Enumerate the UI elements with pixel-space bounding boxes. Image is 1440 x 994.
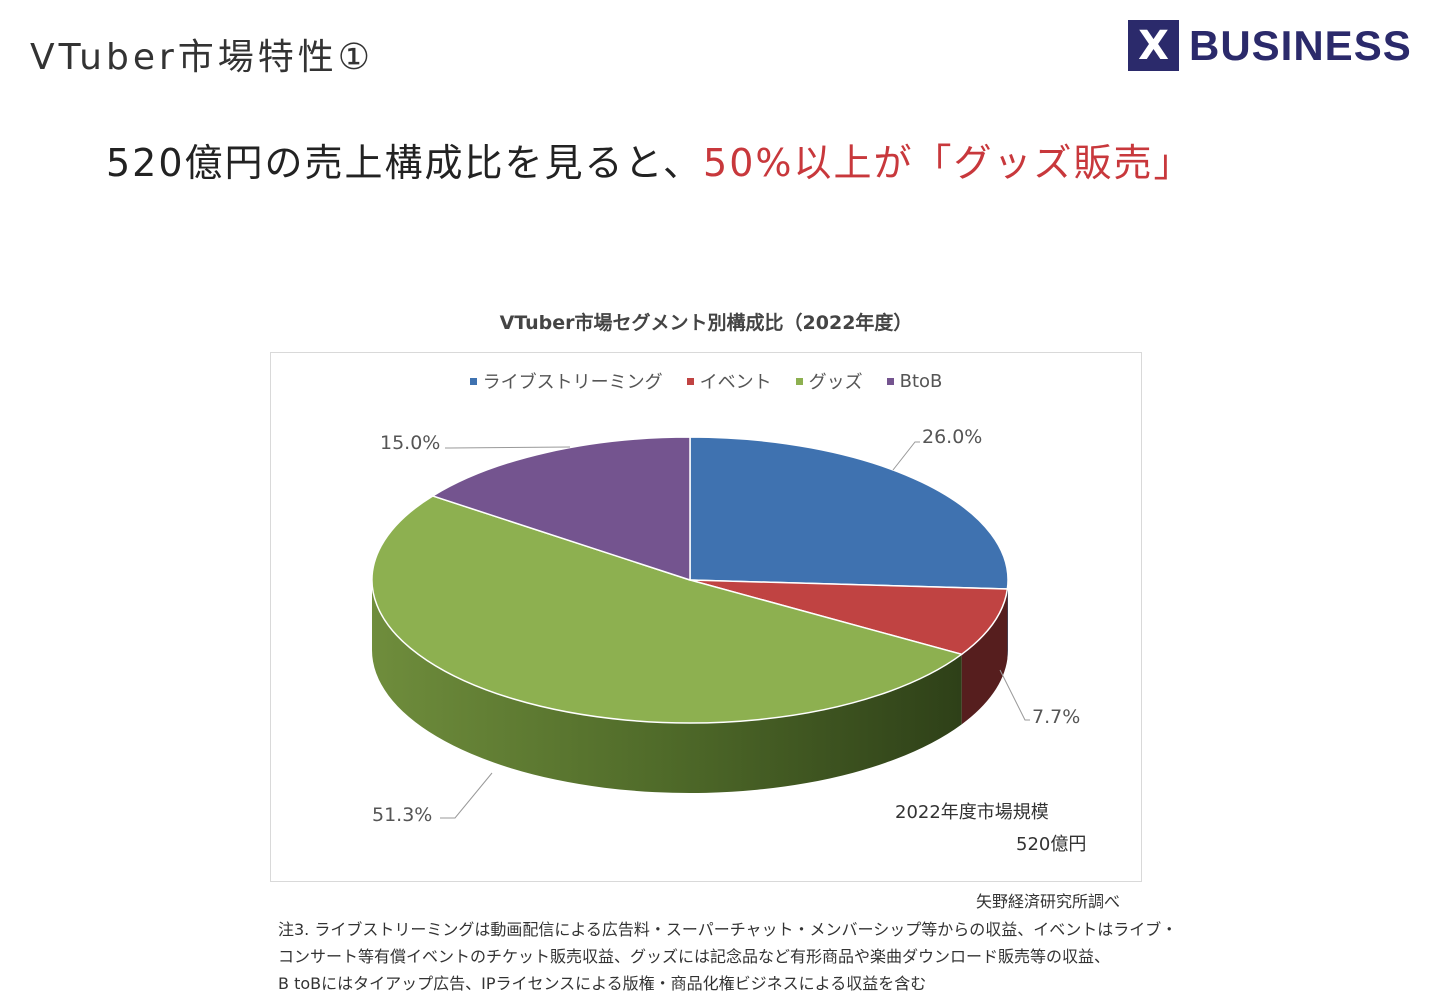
pie-slice-side [372,580,962,793]
market-size-value: 520億円 [1016,834,1087,855]
headline-prefix: 520億円の売上構成比を見ると、 [106,141,704,185]
legend-label: BtoB [899,370,943,392]
legend-swatch [469,377,477,385]
chart-title: VTuber市場セグメント別構成比（2022年度） [499,312,913,334]
legend-item: グッズ [795,368,863,394]
leader-line [999,669,1030,721]
legend-swatch [886,377,894,385]
data-label: 51.3% [372,804,433,826]
legend-item: ライブストリーミング [469,368,663,394]
logo-text: BUSINESS [1189,21,1412,69]
leader-line [440,772,493,819]
footnote-line: コンサート等有償イベントのチケット販売収益、グッズには記念品など有形商品や楽曲ダ… [278,947,1111,966]
logo: X BUSINESS [1128,20,1412,71]
data-label: 26.0% [922,426,983,448]
pie-slice [371,495,964,724]
pie-slice [689,436,1009,590]
logo-mark: X [1128,20,1179,71]
legend-item: イベント [686,368,772,394]
pie-slice-side [961,588,1008,725]
footnote-line: 注3. ライブストリーミングは動画配信による広告料・スーパーチャット・メンバーシ… [278,920,1178,939]
legend-swatch [686,377,694,385]
slide-title: VTuber市場特性① [30,37,375,78]
chart-frame [270,352,1142,882]
pie-slice [430,436,691,582]
source-note: 矢野経済研究所調べ [976,892,1121,911]
leader-lines [440,441,1030,819]
data-label: 7.7% [1032,706,1081,728]
leader-line [445,446,571,449]
legend-item: BtoB [886,368,943,394]
legend-label: ライブストリーミング [482,372,663,393]
headline-highlight: 50%以上が「グッズ販売」 [703,141,1194,185]
legend-swatch [795,377,803,385]
leader-line [892,441,920,471]
legend-label: グッズ [808,372,863,393]
legend-label: イベント [699,372,772,393]
footnote-line: B toBにはタイアップ広告、IPライセンスによる版権・商品化権ビジネスによる収… [278,974,927,993]
headline: 520億円の売上構成比を見ると、50%以上が「グッズ販売」 [106,132,1193,187]
legend: ライブストリーミング イベント グッズ BtoB [270,368,1142,394]
pie-slice [689,579,1009,656]
market-size-label: 2022年度市場規模 [895,802,1049,823]
pie-slice-side [1007,580,1008,659]
data-label: 15.0% [380,432,441,454]
